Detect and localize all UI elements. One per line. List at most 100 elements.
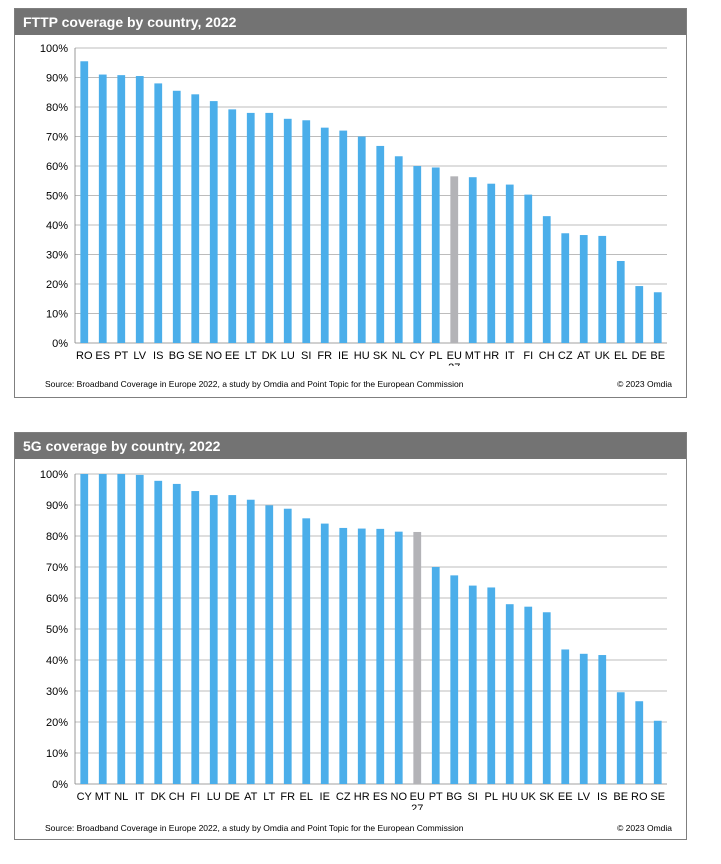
x-tick-label: EE (225, 350, 240, 362)
bar-lv (579, 653, 588, 784)
y-tick-label: 90% (46, 73, 68, 85)
bar-lu (283, 118, 292, 343)
y-tick-label: 30% (46, 686, 68, 698)
x-tick-label: DK (151, 791, 167, 803)
y-tick-label: 40% (46, 220, 68, 232)
x-tick-label: EL (300, 791, 313, 803)
x-tick-label: FR (280, 791, 295, 803)
x-tick-label: SK (539, 791, 554, 803)
bar-pl (487, 587, 496, 784)
bar-ro (635, 701, 644, 784)
y-tick-label: 50% (46, 624, 68, 636)
fttp-chart-title: FTTP coverage by country, 2022 (15, 9, 686, 35)
bar-is (154, 83, 163, 344)
x-tick-label: IT (135, 791, 145, 803)
y-tick-label: 10% (46, 748, 68, 760)
bar-hr (487, 183, 496, 343)
bar-se (191, 94, 200, 343)
y-tick-label: 80% (46, 102, 68, 114)
x-tick-label: CZ (558, 350, 573, 362)
x-tick-label: AT (577, 350, 591, 362)
bar-cy (80, 474, 89, 784)
bar-uk (524, 606, 533, 784)
x-tick-label: PL (485, 791, 498, 803)
bar-eu-27 (413, 531, 422, 784)
x-tick-label: LU (281, 350, 295, 362)
x-tick-label: FI (190, 791, 200, 803)
x-tick-label: SK (373, 350, 388, 362)
x-tick-label: SE (650, 791, 665, 803)
y-tick-label: 0% (52, 779, 68, 791)
bar-hu (505, 604, 514, 784)
x-tick-label: BE (613, 791, 628, 803)
x-tick-label: 27 (411, 803, 423, 810)
x-tick-label: IS (597, 791, 607, 803)
y-tick-label: 60% (46, 161, 68, 173)
bar-fr (283, 508, 292, 784)
bar-nl (394, 156, 403, 343)
bar-be (616, 692, 625, 784)
x-tick-label: UK (521, 791, 537, 803)
bar-cz (561, 233, 570, 343)
y-tick-label: 70% (46, 132, 68, 144)
bar-ie (339, 130, 348, 343)
x-tick-label: NL (114, 791, 128, 803)
y-tick-label: 20% (46, 279, 68, 291)
bar-mt (468, 177, 477, 343)
bar-eu-27 (450, 176, 459, 343)
bar-pt (117, 75, 126, 343)
x-tick-label: RO (76, 350, 93, 362)
bar-si (302, 120, 311, 344)
bar-no (209, 101, 218, 343)
x-tick-label: BG (446, 791, 462, 803)
x-tick-label: DK (262, 350, 278, 362)
x-tick-label: SE (188, 350, 203, 362)
bar-el (616, 260, 625, 343)
bar-si (468, 585, 477, 784)
fttp-copyright: © 2023 Omdia (617, 379, 672, 389)
x-tick-label: EE (558, 791, 573, 803)
x-tick-label: SI (301, 350, 311, 362)
bar-ch (542, 216, 551, 343)
x-tick-label: LT (263, 791, 275, 803)
x-tick-label: CY (410, 350, 426, 362)
y-tick-label: 70% (46, 562, 68, 574)
x-tick-label: LV (577, 791, 590, 803)
5g-copyright: © 2023 Omdia (617, 823, 672, 833)
x-tick-label: CH (539, 350, 555, 362)
y-tick-label: 30% (46, 250, 68, 262)
x-tick-label: AT (244, 791, 258, 803)
bar-no (394, 531, 403, 784)
x-tick-label: ES (373, 791, 388, 803)
x-tick-label: PL (429, 350, 442, 362)
x-tick-label: IE (320, 791, 330, 803)
x-tick-label: IS (153, 350, 163, 362)
bar-lt (265, 505, 274, 784)
bar-fi (524, 194, 533, 343)
bar-it (505, 184, 514, 343)
x-tick-label: PT (114, 350, 128, 362)
y-tick-label: 80% (46, 531, 68, 543)
x-tick-label: NL (392, 350, 406, 362)
bar-sk (542, 612, 551, 784)
x-tick-label: CZ (336, 791, 351, 803)
x-tick-label: EU (410, 791, 425, 803)
x-tick-label: DE (632, 350, 647, 362)
bar-fi (191, 491, 200, 784)
bar-nl (117, 474, 126, 784)
x-tick-label: CY (77, 791, 93, 803)
bar-sk (376, 145, 385, 343)
bar-de (228, 495, 237, 784)
bar-se (653, 720, 662, 784)
x-tick-label: 27 (448, 362, 460, 366)
x-tick-label: HU (502, 791, 518, 803)
x-tick-label: BG (169, 350, 185, 362)
bar-at (246, 499, 255, 784)
bar-mt (98, 474, 107, 784)
5g-bar-chart: 0% 10% 20% 30% 40% 50% 60% 70% 80% 90% 100% CY MT NL I… (40, 469, 667, 810)
bar-cy (413, 166, 422, 343)
x-tick-label: CH (169, 791, 185, 803)
bar-it (135, 474, 144, 784)
fttp-source-note: Source: Broadband Coverage in Europe 202… (45, 379, 464, 389)
y-tick-label: 40% (46, 655, 68, 667)
